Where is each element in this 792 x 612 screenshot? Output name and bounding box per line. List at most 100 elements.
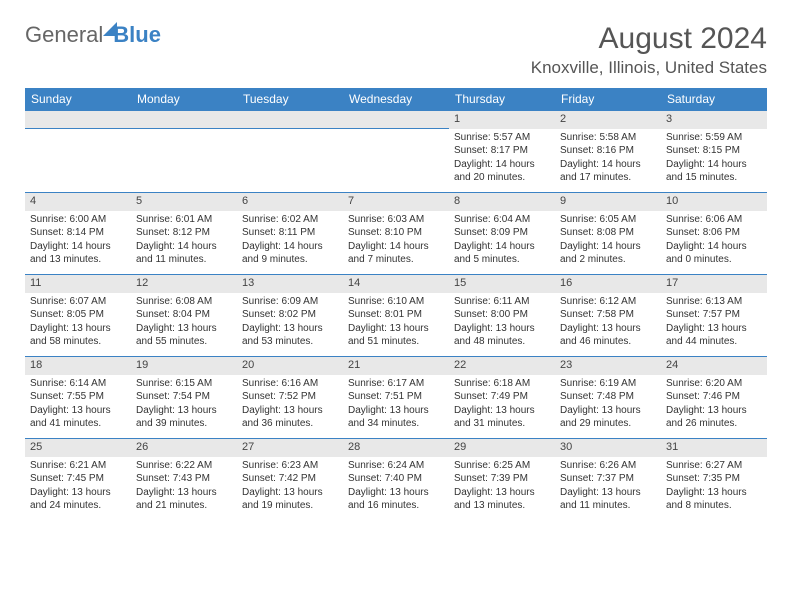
sunset-text: Sunset: 7:57 PM (666, 308, 762, 322)
day-content-cell: Sunrise: 6:21 AMSunset: 7:45 PMDaylight:… (25, 457, 131, 521)
sunset-text: Sunset: 7:54 PM (136, 390, 232, 404)
day-content-cell: Sunrise: 6:25 AMSunset: 7:39 PMDaylight:… (449, 457, 555, 521)
daylight-text: Daylight: 13 hours and 29 minutes. (560, 404, 656, 431)
day-content-cell: Sunrise: 6:13 AMSunset: 7:57 PMDaylight:… (661, 293, 767, 357)
sunset-text: Sunset: 8:04 PM (136, 308, 232, 322)
logo-text-blue: Blue (113, 22, 161, 48)
day-content-cell: Sunrise: 6:16 AMSunset: 7:52 PMDaylight:… (237, 375, 343, 439)
day-content-cell: Sunrise: 6:22 AMSunset: 7:43 PMDaylight:… (131, 457, 237, 521)
day-number-cell (237, 111, 343, 129)
sunrise-text: Sunrise: 6:17 AM (348, 377, 444, 391)
weekday-header: Tuesday (237, 88, 343, 111)
sunset-text: Sunset: 8:00 PM (454, 308, 550, 322)
daynum-row: 45678910 (25, 193, 767, 211)
day-content-cell: Sunrise: 6:10 AMSunset: 8:01 PMDaylight:… (343, 293, 449, 357)
sunrise-text: Sunrise: 6:06 AM (666, 213, 762, 227)
location-text: Knoxville, Illinois, United States (531, 58, 767, 78)
day-number-cell: 14 (343, 275, 449, 293)
logo-text-general: General (25, 22, 103, 48)
day-content-cell: Sunrise: 6:09 AMSunset: 8:02 PMDaylight:… (237, 293, 343, 357)
day-number-cell: 7 (343, 193, 449, 211)
day-number-cell: 16 (555, 275, 661, 293)
daynum-row: 18192021222324 (25, 357, 767, 375)
day-number-cell: 15 (449, 275, 555, 293)
sunset-text: Sunset: 8:05 PM (30, 308, 126, 322)
sunrise-text: Sunrise: 6:09 AM (242, 295, 338, 309)
daynum-row: 123 (25, 111, 767, 129)
sunset-text: Sunset: 7:43 PM (136, 472, 232, 486)
daylight-text: Daylight: 14 hours and 0 minutes. (666, 240, 762, 267)
sunrise-text: Sunrise: 5:59 AM (666, 131, 762, 145)
day-number-cell: 19 (131, 357, 237, 375)
sunset-text: Sunset: 7:58 PM (560, 308, 656, 322)
day-content-cell: Sunrise: 6:02 AMSunset: 8:11 PMDaylight:… (237, 211, 343, 275)
sunset-text: Sunset: 8:06 PM (666, 226, 762, 240)
sunrise-text: Sunrise: 6:14 AM (30, 377, 126, 391)
day-number-cell: 24 (661, 357, 767, 375)
sunset-text: Sunset: 7:52 PM (242, 390, 338, 404)
daylight-text: Daylight: 13 hours and 16 minutes. (348, 486, 444, 513)
day-number-cell (131, 111, 237, 129)
daylight-text: Daylight: 13 hours and 48 minutes. (454, 322, 550, 349)
sunrise-text: Sunrise: 6:19 AM (560, 377, 656, 391)
daylight-text: Daylight: 13 hours and 51 minutes. (348, 322, 444, 349)
sunset-text: Sunset: 8:10 PM (348, 226, 444, 240)
weekday-header: Friday (555, 88, 661, 111)
day-content-cell: Sunrise: 6:24 AMSunset: 7:40 PMDaylight:… (343, 457, 449, 521)
daylight-text: Daylight: 13 hours and 24 minutes. (30, 486, 126, 513)
daylight-text: Daylight: 14 hours and 5 minutes. (454, 240, 550, 267)
daylight-text: Daylight: 13 hours and 44 minutes. (666, 322, 762, 349)
day-content-cell: Sunrise: 6:15 AMSunset: 7:54 PMDaylight:… (131, 375, 237, 439)
sunset-text: Sunset: 7:39 PM (454, 472, 550, 486)
sunrise-text: Sunrise: 6:24 AM (348, 459, 444, 473)
sunset-text: Sunset: 7:49 PM (454, 390, 550, 404)
daylight-text: Daylight: 13 hours and 55 minutes. (136, 322, 232, 349)
daylight-text: Daylight: 13 hours and 34 minutes. (348, 404, 444, 431)
daynum-row: 25262728293031 (25, 439, 767, 457)
sunset-text: Sunset: 8:02 PM (242, 308, 338, 322)
sunset-text: Sunset: 7:42 PM (242, 472, 338, 486)
daylight-text: Daylight: 14 hours and 15 minutes. (666, 158, 762, 185)
daylight-text: Daylight: 14 hours and 11 minutes. (136, 240, 232, 267)
month-title: August 2024 (531, 22, 767, 56)
title-block: August 2024 Knoxville, Illinois, United … (531, 22, 767, 78)
daylight-text: Daylight: 13 hours and 41 minutes. (30, 404, 126, 431)
day-number-cell: 30 (555, 439, 661, 457)
calendar-table: SundayMondayTuesdayWednesdayThursdayFrid… (25, 88, 767, 521)
day-number-cell: 8 (449, 193, 555, 211)
sunrise-text: Sunrise: 5:58 AM (560, 131, 656, 145)
day-content-cell: Sunrise: 6:03 AMSunset: 8:10 PMDaylight:… (343, 211, 449, 275)
day-number-cell: 12 (131, 275, 237, 293)
content-row: Sunrise: 6:00 AMSunset: 8:14 PMDaylight:… (25, 211, 767, 275)
day-content-cell: Sunrise: 5:59 AMSunset: 8:15 PMDaylight:… (661, 129, 767, 193)
day-number-cell: 28 (343, 439, 449, 457)
day-number-cell: 4 (25, 193, 131, 211)
day-content-cell: Sunrise: 6:18 AMSunset: 7:49 PMDaylight:… (449, 375, 555, 439)
daylight-text: Daylight: 14 hours and 7 minutes. (348, 240, 444, 267)
sunrise-text: Sunrise: 6:01 AM (136, 213, 232, 227)
logo: General Blue (25, 22, 161, 48)
sunset-text: Sunset: 8:11 PM (242, 226, 338, 240)
day-number-cell: 6 (237, 193, 343, 211)
day-content-cell: Sunrise: 5:58 AMSunset: 8:16 PMDaylight:… (555, 129, 661, 193)
logo-triangle-icon (103, 22, 117, 36)
sunrise-text: Sunrise: 6:13 AM (666, 295, 762, 309)
sunset-text: Sunset: 7:45 PM (30, 472, 126, 486)
sunrise-text: Sunrise: 6:27 AM (666, 459, 762, 473)
day-number-cell: 9 (555, 193, 661, 211)
sunrise-text: Sunrise: 6:03 AM (348, 213, 444, 227)
day-number-cell: 11 (25, 275, 131, 293)
sunset-text: Sunset: 7:48 PM (560, 390, 656, 404)
day-content-cell: Sunrise: 6:12 AMSunset: 7:58 PMDaylight:… (555, 293, 661, 357)
sunset-text: Sunset: 8:16 PM (560, 144, 656, 158)
day-content-cell: Sunrise: 6:19 AMSunset: 7:48 PMDaylight:… (555, 375, 661, 439)
sunset-text: Sunset: 8:14 PM (30, 226, 126, 240)
day-content-cell (131, 129, 237, 193)
day-number-cell: 31 (661, 439, 767, 457)
day-content-cell: Sunrise: 6:14 AMSunset: 7:55 PMDaylight:… (25, 375, 131, 439)
day-number-cell: 22 (449, 357, 555, 375)
daylight-text: Daylight: 13 hours and 19 minutes. (242, 486, 338, 513)
day-content-cell: Sunrise: 6:05 AMSunset: 8:08 PMDaylight:… (555, 211, 661, 275)
day-number-cell: 25 (25, 439, 131, 457)
daylight-text: Daylight: 14 hours and 2 minutes. (560, 240, 656, 267)
